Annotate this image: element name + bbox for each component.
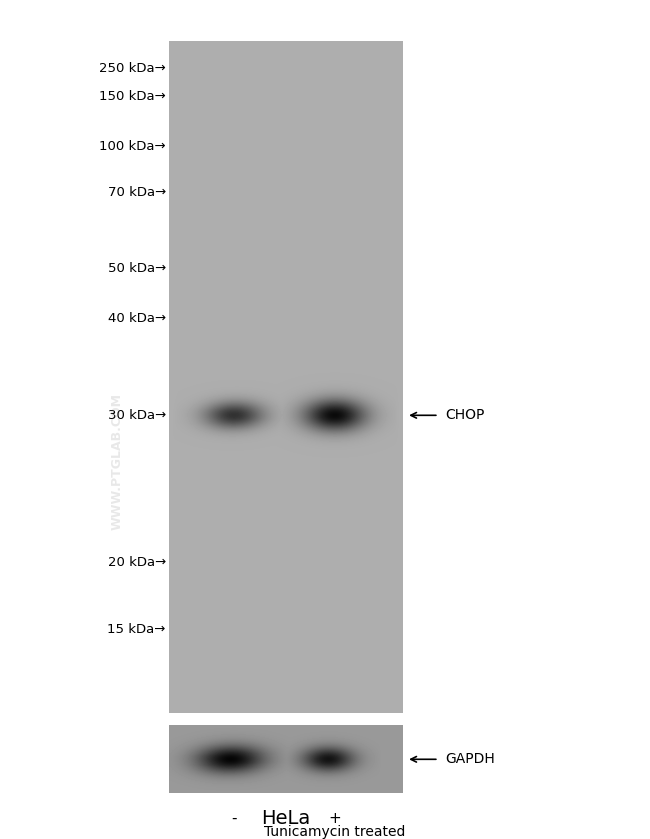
Text: 100 kDa→: 100 kDa→	[99, 140, 166, 154]
Text: 40 kDa→: 40 kDa→	[108, 312, 166, 326]
Text: WWW.PTGLAB.COM: WWW.PTGLAB.COM	[111, 393, 124, 530]
Text: CHOP: CHOP	[445, 409, 485, 422]
Text: HeLa: HeLa	[261, 809, 311, 827]
Text: 250 kDa→: 250 kDa→	[99, 62, 166, 76]
Text: 15 kDa→: 15 kDa→	[107, 623, 166, 636]
Text: 50 kDa→: 50 kDa→	[107, 262, 166, 275]
Text: 70 kDa→: 70 kDa→	[107, 186, 166, 200]
Text: 30 kDa→: 30 kDa→	[107, 409, 166, 422]
Text: 150 kDa→: 150 kDa→	[99, 90, 166, 103]
Text: GAPDH: GAPDH	[445, 753, 495, 766]
Text: Tunicamycin treated: Tunicamycin treated	[264, 826, 406, 839]
Text: +: +	[328, 810, 341, 826]
Text: 20 kDa→: 20 kDa→	[107, 555, 166, 569]
Text: -: -	[231, 810, 237, 826]
